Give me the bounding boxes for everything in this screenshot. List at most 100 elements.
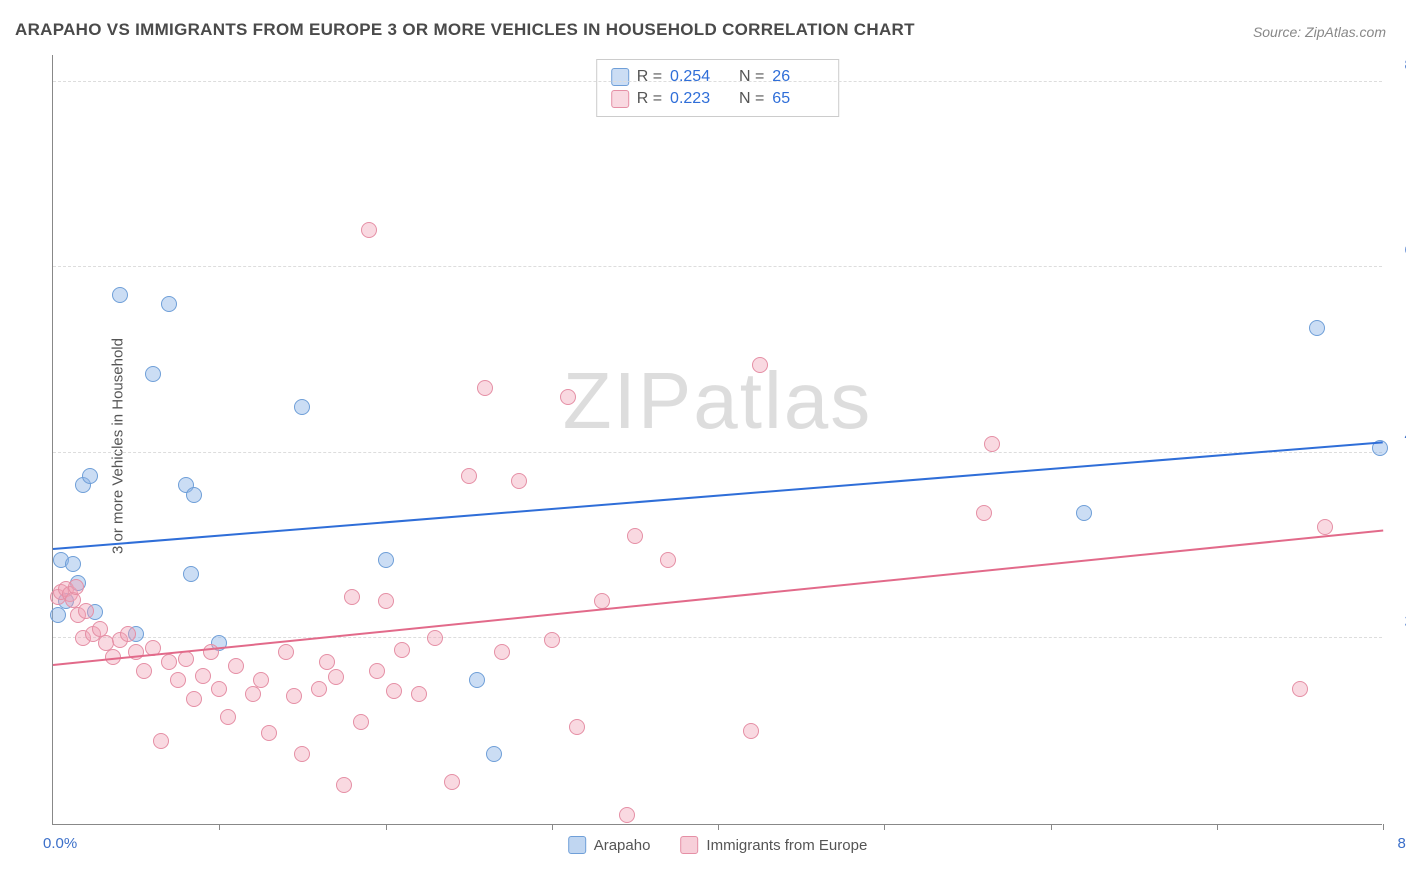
scatter-point xyxy=(444,774,460,790)
scatter-point xyxy=(178,651,194,667)
scatter-point xyxy=(1076,505,1092,521)
stats-row: R = 0.223 N = 65 xyxy=(611,88,825,110)
chart-title: ARAPAHO VS IMMIGRANTS FROM EUROPE 3 OR M… xyxy=(15,20,915,40)
scatter-point xyxy=(220,709,236,725)
trend-line xyxy=(53,530,1383,667)
scatter-point xyxy=(386,683,402,699)
stats-swatch xyxy=(611,68,629,86)
chart-container: ARAPAHO VS IMMIGRANTS FROM EUROPE 3 OR M… xyxy=(0,0,1406,892)
scatter-point xyxy=(353,714,369,730)
scatter-point xyxy=(82,468,98,484)
scatter-point xyxy=(984,436,1000,452)
scatter-point xyxy=(153,733,169,749)
scatter-point xyxy=(752,357,768,373)
scatter-point xyxy=(569,719,585,735)
scatter-point xyxy=(183,566,199,582)
stats-r-label: R = xyxy=(637,68,662,86)
source-attribution: Source: ZipAtlas.com xyxy=(1253,24,1386,40)
scatter-point xyxy=(378,552,394,568)
scatter-point xyxy=(1292,681,1308,697)
watermark-thin: atlas xyxy=(693,356,872,445)
scatter-point xyxy=(660,552,676,568)
scatter-point xyxy=(369,663,385,679)
scatter-point xyxy=(261,725,277,741)
scatter-point xyxy=(627,528,643,544)
scatter-point xyxy=(619,807,635,823)
scatter-point xyxy=(544,632,560,648)
scatter-point xyxy=(136,663,152,679)
plot-area: ZIPatlas R = 0.254 N = 26R = 0.223 N = 6… xyxy=(52,55,1382,825)
x-tick xyxy=(1383,824,1384,830)
scatter-point xyxy=(394,642,410,658)
scatter-point xyxy=(278,644,294,660)
scatter-point xyxy=(161,654,177,670)
scatter-point xyxy=(1309,320,1325,336)
scatter-point xyxy=(186,487,202,503)
scatter-point xyxy=(1317,519,1333,535)
scatter-point xyxy=(286,688,302,704)
scatter-point xyxy=(311,681,327,697)
stats-row: R = 0.254 N = 26 xyxy=(611,66,825,88)
scatter-point xyxy=(195,668,211,684)
watermark-bold: ZIP xyxy=(563,356,693,445)
legend-swatch xyxy=(680,836,698,854)
stats-n-label: N = xyxy=(730,68,764,86)
scatter-point xyxy=(361,222,377,238)
x-tick xyxy=(1217,824,1218,830)
x-axis-start-label: 0.0% xyxy=(43,835,77,852)
scatter-point xyxy=(344,589,360,605)
scatter-point xyxy=(976,505,992,521)
scatter-point xyxy=(743,723,759,739)
scatter-point xyxy=(469,672,485,688)
stats-n-value: 65 xyxy=(772,90,824,108)
watermark: ZIPatlas xyxy=(563,355,872,447)
stats-r-value: 0.254 xyxy=(670,68,722,86)
gridline xyxy=(53,81,1382,82)
scatter-point xyxy=(112,287,128,303)
gridline xyxy=(53,266,1382,267)
stats-swatch xyxy=(611,90,629,108)
scatter-point xyxy=(319,654,335,670)
legend-label: Arapaho xyxy=(594,837,651,854)
scatter-point xyxy=(211,681,227,697)
legend-item: Arapaho xyxy=(568,836,651,854)
scatter-point xyxy=(486,746,502,762)
x-tick xyxy=(552,824,553,830)
x-tick xyxy=(386,824,387,830)
trend-line xyxy=(53,442,1383,551)
stats-n-label: N = xyxy=(730,90,764,108)
scatter-point xyxy=(461,468,477,484)
x-axis-end-label: 80.0% xyxy=(1397,835,1406,852)
scatter-point xyxy=(245,686,261,702)
scatter-point xyxy=(253,672,269,688)
scatter-point xyxy=(411,686,427,702)
scatter-point xyxy=(50,607,66,623)
scatter-point xyxy=(120,626,136,642)
correlation-stats-box: R = 0.254 N = 26R = 0.223 N = 65 xyxy=(596,59,840,117)
scatter-point xyxy=(65,556,81,572)
x-tick xyxy=(718,824,719,830)
legend-swatch xyxy=(568,836,586,854)
scatter-point xyxy=(328,669,344,685)
scatter-point xyxy=(294,746,310,762)
legend-item: Immigrants from Europe xyxy=(680,836,867,854)
scatter-point xyxy=(294,399,310,415)
gridline xyxy=(53,637,1382,638)
scatter-point xyxy=(186,691,202,707)
series-legend: Arapaho Immigrants from Europe xyxy=(568,836,868,854)
x-tick xyxy=(1051,824,1052,830)
scatter-point xyxy=(336,777,352,793)
stats-n-value: 26 xyxy=(772,68,824,86)
x-tick xyxy=(884,824,885,830)
legend-label: Immigrants from Europe xyxy=(706,837,867,854)
scatter-point xyxy=(170,672,186,688)
scatter-point xyxy=(477,380,493,396)
scatter-point xyxy=(494,644,510,660)
scatter-point xyxy=(560,389,576,405)
scatter-point xyxy=(378,593,394,609)
scatter-point xyxy=(511,473,527,489)
scatter-point xyxy=(68,579,84,595)
scatter-point xyxy=(427,630,443,646)
scatter-point xyxy=(78,603,94,619)
scatter-point xyxy=(161,296,177,312)
